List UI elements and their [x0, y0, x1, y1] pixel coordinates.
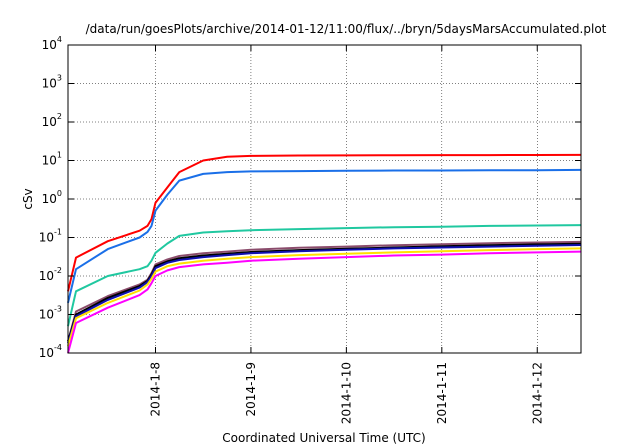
- x-tick-label: 2014-1-8: [148, 362, 162, 416]
- y-tick-label: 10-2: [39, 266, 62, 283]
- y-tick-label: 103: [42, 74, 62, 91]
- y-tick-label: 101: [42, 151, 62, 168]
- y-tick-label: 102: [42, 112, 62, 129]
- x-axis-label: Coordinated Universal Time (UTC): [222, 431, 425, 445]
- series-line-6: [67, 244, 582, 344]
- x-tick-label: 2014-1-11: [435, 362, 449, 424]
- y-tick-label: 10-3: [39, 305, 62, 322]
- series-line-7: [67, 247, 582, 347]
- y-tick-label: 104: [42, 35, 62, 52]
- series-line-1: [67, 153, 582, 292]
- chart-title: /data/run/goesPlots/archive/2014-01-12/1…: [86, 22, 607, 36]
- series-line-8: [67, 250, 582, 354]
- y-tick-label: 100: [42, 189, 62, 206]
- series-line-3: [67, 224, 582, 327]
- series-line-4: [67, 240, 582, 342]
- y-axis-label: cSv: [21, 188, 35, 209]
- y-tick-label: 10-1: [39, 228, 62, 245]
- plot-frame: [67, 44, 582, 354]
- series-line-2: [67, 168, 582, 304]
- x-tick-label: 2014-1-9: [244, 362, 258, 416]
- series-line-5: [67, 242, 582, 342]
- x-tick-label: 2014-1-10: [339, 362, 353, 424]
- y-tick-label: 10-4: [39, 343, 62, 360]
- x-tick-label: 2014-1-12: [530, 362, 544, 424]
